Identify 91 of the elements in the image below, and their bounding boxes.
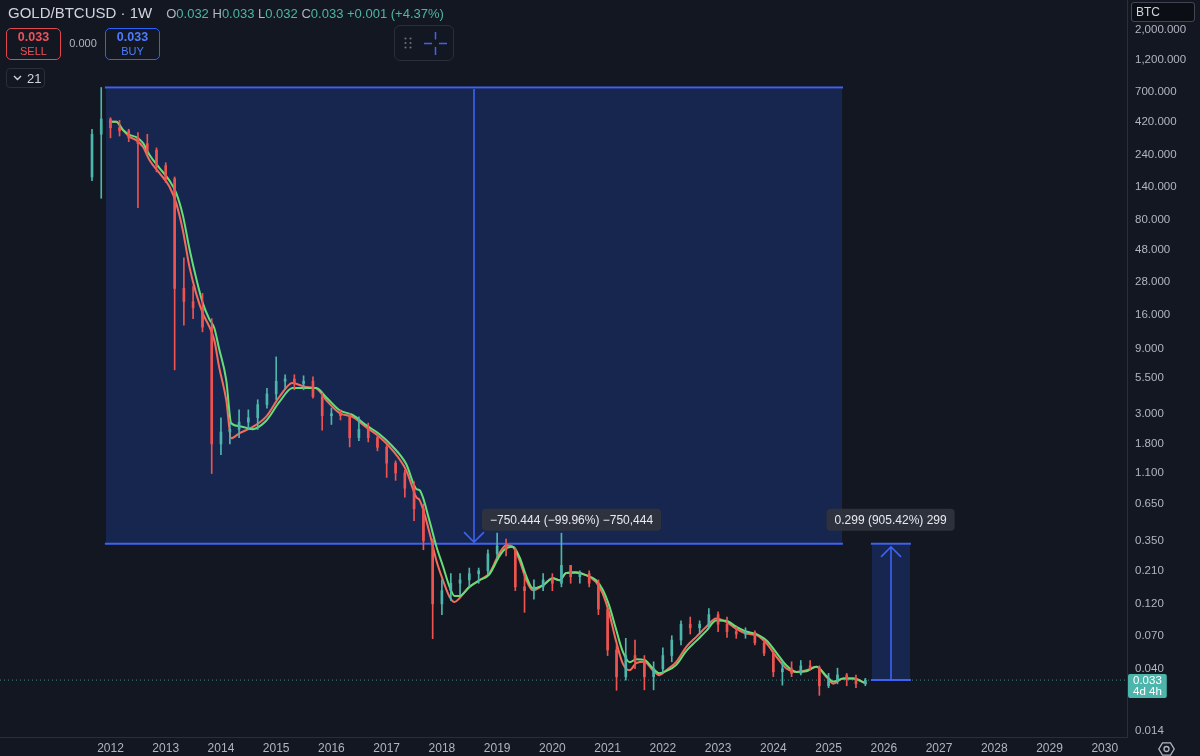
candlestick <box>99 87 103 199</box>
candlestick <box>173 176 176 371</box>
candlestick <box>394 460 397 481</box>
y-tick-label: 0.070 <box>1135 628 1164 641</box>
y-tick-label: 700.000 <box>1135 84 1177 97</box>
candlestick <box>688 616 692 635</box>
y-tick-label: 1.100 <box>1135 466 1164 479</box>
candlestick <box>836 667 839 685</box>
y-tick-label: 2,000.000 <box>1135 22 1187 35</box>
x-tick-label: 2016 <box>318 740 346 755</box>
collapse-button: 21 <box>6 68 45 88</box>
x-tick-label: 2021 <box>594 740 622 755</box>
candlestick <box>744 627 747 639</box>
candlestick <box>118 120 121 137</box>
x-tick-label: 2018 <box>428 740 456 755</box>
y-tick-label: 80.000 <box>1135 212 1171 225</box>
candlestick <box>109 117 112 139</box>
y-tick-label: 1.800 <box>1135 437 1164 450</box>
x-tick-label: 2029 <box>1036 740 1064 755</box>
candlestick <box>790 661 793 677</box>
text: O0.032 H0.033 L0.032 C0.033 +0.001 (+4.37%) <box>166 6 444 21</box>
candlestick <box>818 665 821 696</box>
candlestick <box>330 407 333 425</box>
y-tick-label: 0.014 <box>1135 723 1165 736</box>
y-tick-label: 5.500 <box>1135 371 1164 384</box>
ref-line-label: 0.033 4d 4h <box>1133 673 1162 697</box>
candlestick <box>827 673 830 689</box>
y-tick-label: 420.000 <box>1135 114 1177 127</box>
x-tick-label: 2022 <box>649 740 677 755</box>
candlestick <box>698 620 701 635</box>
y-tick-label: 0.350 <box>1135 533 1164 546</box>
y-tick-label: 9.000 <box>1135 341 1164 354</box>
candlestick <box>376 434 379 452</box>
annotation: 21 <box>27 70 42 86</box>
y-tick-label: 1,200.000 <box>1135 52 1187 65</box>
y-tick-label: 3.000 <box>1135 406 1164 419</box>
candlestick <box>597 579 600 615</box>
x-tick-label: 2014 <box>207 740 235 755</box>
x-tick-label: 2015 <box>262 740 290 755</box>
annotation: −750.444 (−99.96%) −750,444 <box>489 512 654 527</box>
y-tick-label: 28.000 <box>1135 274 1171 287</box>
x-tick-label: 2013 <box>152 740 180 755</box>
y-tick-label: 0.120 <box>1135 597 1164 610</box>
x-tick-label: 2024 <box>759 740 787 755</box>
x-tick-label: 2026 <box>870 740 898 755</box>
chart-title: GOLD/BTCUSD · 1W <box>8 4 153 21</box>
candlestick <box>247 409 250 430</box>
x-tick-label: 2012 <box>97 740 125 755</box>
candlestick <box>615 644 618 691</box>
candlestick <box>302 375 305 391</box>
x-tick-label: 2020 <box>539 740 567 755</box>
candlestick <box>293 374 296 391</box>
candlestick <box>155 147 158 173</box>
candlestick <box>523 573 526 613</box>
candlestick <box>643 655 646 691</box>
candlestick <box>551 573 554 592</box>
y-tick-label: 48.000 <box>1135 243 1171 256</box>
annotation: BUY <box>121 44 144 58</box>
candlestick <box>560 532 563 588</box>
y-tick-label: 140.000 <box>1135 179 1177 192</box>
candlestick <box>734 626 738 639</box>
y-tick-label: 0.210 <box>1135 563 1164 576</box>
annotation: 0.033 <box>17 30 50 44</box>
candlestick <box>422 503 425 551</box>
candlestick <box>569 565 572 584</box>
currency-button: BTC <box>1131 2 1195 22</box>
annotation: 0.033 <box>116 30 149 44</box>
candlestick <box>348 413 352 448</box>
x-tick-label: 2027 <box>925 740 953 755</box>
y-tick-label: 240.000 <box>1135 148 1177 161</box>
x-tick-label: 2023 <box>704 740 732 755</box>
candlestick <box>431 538 434 640</box>
candlestick <box>201 293 204 333</box>
candlestick <box>477 567 481 584</box>
annotation: SELL <box>20 44 47 58</box>
candlestick <box>385 445 388 478</box>
annotation: 0.000 <box>68 37 98 49</box>
y-tick-label: 16.000 <box>1135 307 1171 320</box>
x-tick-label: 2017 <box>373 740 401 755</box>
x-tick-label: 2019 <box>483 740 511 755</box>
y-tick-label: 0.650 <box>1135 497 1164 510</box>
y-tick-label: 0.040 <box>1135 661 1164 674</box>
annotation: 0.299 (905.42%) 299 <box>834 512 947 527</box>
buy-button: 0.033 BUY <box>105 28 160 60</box>
candlestick <box>339 409 342 421</box>
x-tick-label: 2025 <box>815 740 843 755</box>
sell-button: 0.033 SELL <box>6 28 61 60</box>
candlestick <box>606 608 609 656</box>
candlestick <box>772 651 775 677</box>
x-tick-label: 2030 <box>1091 740 1119 755</box>
x-tick-label: 2028 <box>980 740 1008 755</box>
